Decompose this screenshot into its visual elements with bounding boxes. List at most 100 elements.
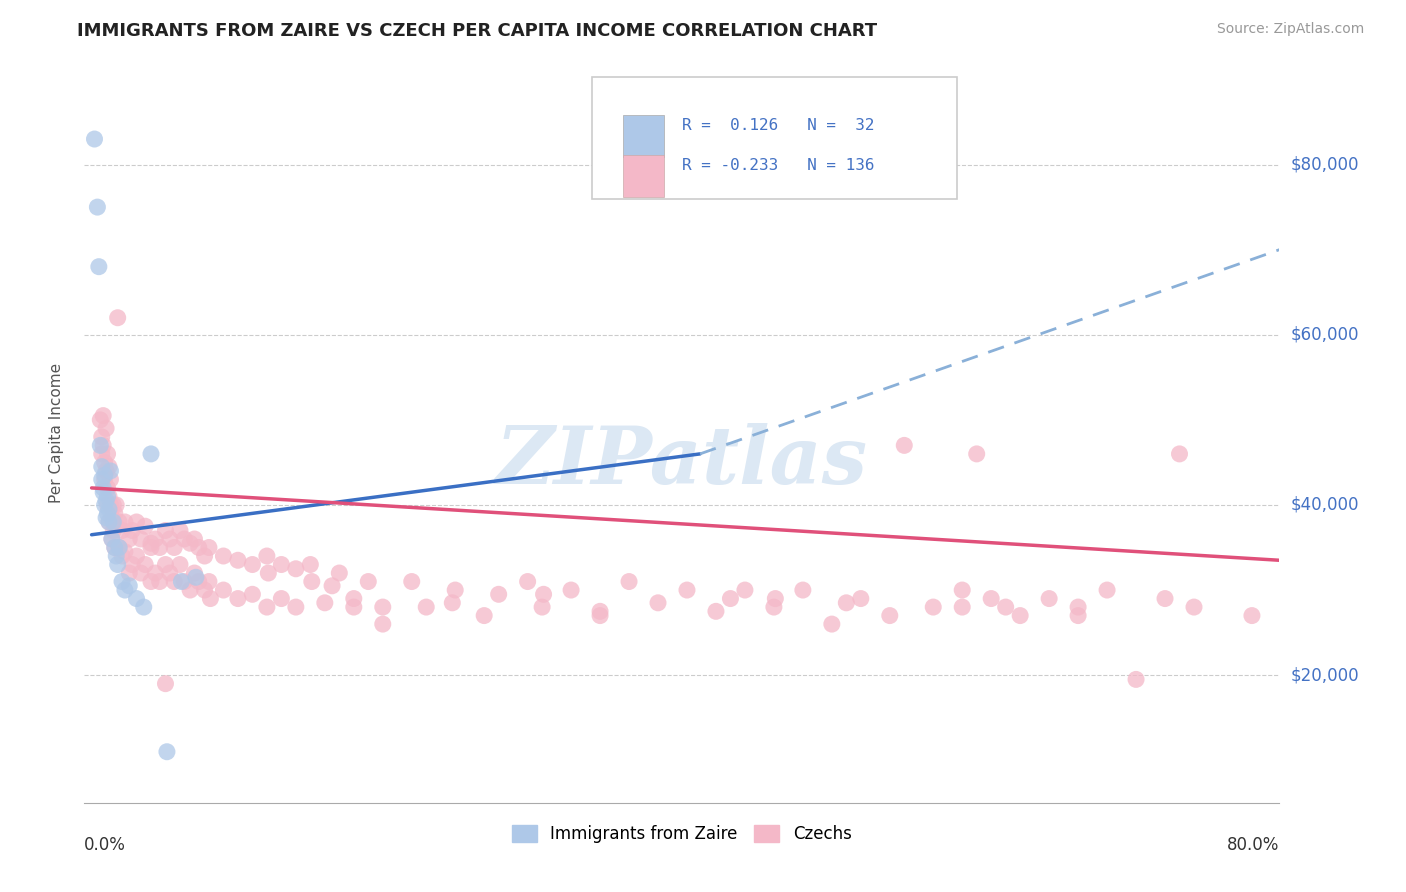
Point xyxy=(589,608,612,623)
Point xyxy=(94,493,117,508)
Text: 80.0%: 80.0% xyxy=(1227,836,1279,855)
Point xyxy=(129,566,152,580)
Text: $80,000: $80,000 xyxy=(1291,155,1360,174)
Legend: Immigrants from Zaire, Czechs: Immigrants from Zaire, Czechs xyxy=(505,819,859,850)
Point xyxy=(922,600,945,615)
Point xyxy=(1168,447,1191,461)
Point xyxy=(125,549,148,563)
Point xyxy=(1240,608,1263,623)
Point xyxy=(488,587,510,601)
Point xyxy=(90,430,112,444)
Text: Source: ZipAtlas.com: Source: ZipAtlas.com xyxy=(1216,22,1364,37)
Point xyxy=(129,532,152,546)
Point xyxy=(617,574,640,589)
FancyBboxPatch shape xyxy=(623,155,664,196)
Text: $20,000: $20,000 xyxy=(1291,666,1360,684)
Point xyxy=(169,524,191,538)
Point xyxy=(103,498,125,512)
Point xyxy=(93,468,115,483)
Point xyxy=(89,413,111,427)
Point xyxy=(441,596,464,610)
Point xyxy=(257,566,280,580)
Point xyxy=(734,582,756,597)
Point xyxy=(105,498,128,512)
Point xyxy=(321,579,343,593)
Point xyxy=(1067,608,1090,623)
Point xyxy=(966,447,988,461)
Point xyxy=(118,579,141,593)
Point xyxy=(270,591,292,606)
Point xyxy=(170,574,193,589)
Point xyxy=(720,591,742,606)
Point xyxy=(159,566,181,580)
Point xyxy=(950,582,973,597)
Point xyxy=(100,498,122,512)
Point xyxy=(284,562,307,576)
Point xyxy=(472,608,495,623)
Point xyxy=(1038,591,1060,606)
Point xyxy=(371,617,394,632)
Point xyxy=(357,574,380,589)
Point xyxy=(86,200,108,214)
Point xyxy=(87,260,110,274)
Point xyxy=(96,481,118,495)
Point xyxy=(104,507,127,521)
Point xyxy=(343,591,366,606)
Point xyxy=(139,574,162,589)
Point xyxy=(90,472,112,486)
Point xyxy=(96,498,118,512)
Text: $40,000: $40,000 xyxy=(1291,496,1360,514)
Point xyxy=(118,566,141,580)
Point xyxy=(98,515,121,529)
Point xyxy=(121,524,143,538)
Point xyxy=(343,600,366,615)
Point xyxy=(159,532,181,546)
Point xyxy=(83,132,105,146)
Point xyxy=(1182,600,1205,615)
Point xyxy=(91,485,114,500)
Point xyxy=(256,600,278,615)
Point xyxy=(179,536,201,550)
Text: R = -0.233   N = 136: R = -0.233 N = 136 xyxy=(682,158,875,173)
Point xyxy=(111,524,134,538)
Point xyxy=(90,447,112,461)
Point xyxy=(270,558,292,572)
Point xyxy=(531,600,554,615)
Point xyxy=(111,574,134,589)
Point xyxy=(212,549,235,563)
Point xyxy=(200,591,222,606)
Point xyxy=(163,541,186,555)
Point xyxy=(183,566,205,580)
Point xyxy=(763,591,786,606)
Point xyxy=(91,438,114,452)
Point xyxy=(155,524,177,538)
Point xyxy=(371,600,394,615)
Point xyxy=(143,566,166,580)
Point xyxy=(134,558,156,572)
Point xyxy=(242,587,264,601)
Point xyxy=(98,490,121,504)
Point xyxy=(104,541,127,555)
Point xyxy=(444,582,467,597)
Point xyxy=(849,591,872,606)
Point xyxy=(516,574,538,589)
Point xyxy=(149,574,172,589)
Point xyxy=(155,558,177,572)
Point xyxy=(134,519,156,533)
Point xyxy=(118,532,141,546)
Point xyxy=(173,532,195,546)
Point xyxy=(401,574,423,589)
Point xyxy=(96,507,118,521)
Point xyxy=(179,582,201,597)
Point xyxy=(103,524,125,538)
Point xyxy=(560,582,582,597)
Point xyxy=(121,558,143,572)
Point xyxy=(226,591,249,606)
Point xyxy=(104,541,127,555)
Point xyxy=(101,510,124,524)
Y-axis label: Per Capita Income: Per Capita Income xyxy=(49,362,63,503)
Point xyxy=(114,582,136,597)
Point xyxy=(139,447,162,461)
Point xyxy=(108,515,131,529)
Point xyxy=(98,502,121,516)
